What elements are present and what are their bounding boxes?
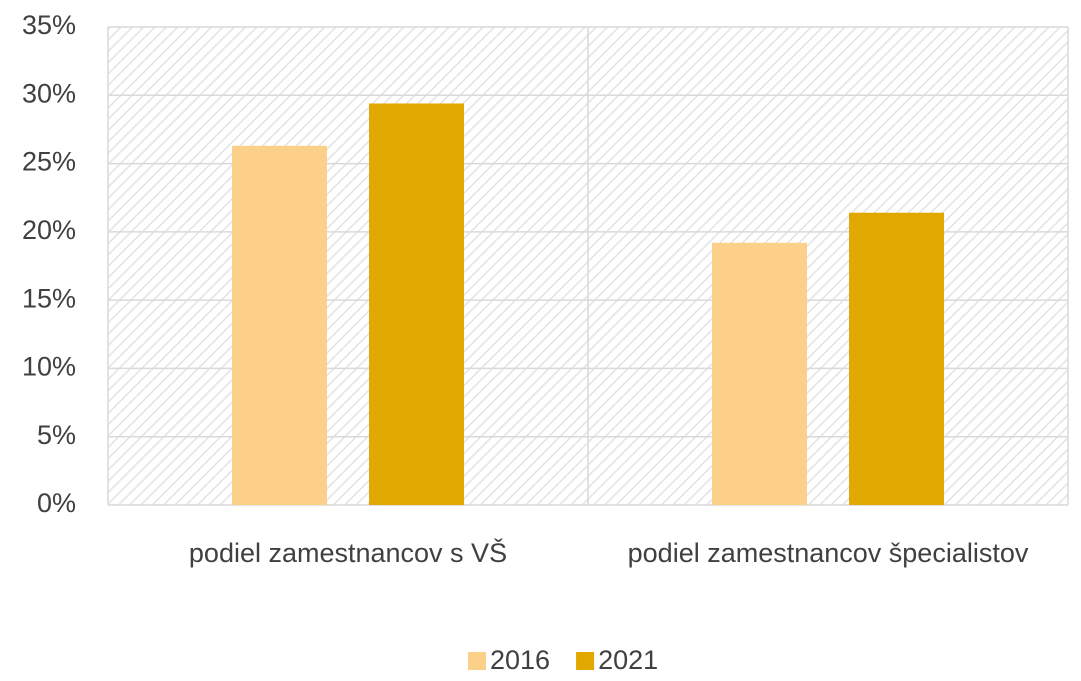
legend-label: 2021 [598,645,658,675]
bar [712,242,807,506]
y-tick-label: 10% [22,352,76,382]
x-tick-label: podiel zamestnancov špecialistov [628,538,1029,568]
y-tick-label: 0% [37,488,76,518]
y-tick-label: 20% [22,215,76,245]
legend-label: 2016 [490,645,550,675]
y-tick-label: 25% [22,147,76,177]
x-tick-label: podiel zamestnancov s VŠ [189,537,507,568]
legend-swatch [576,652,595,670]
y-tick-label: 15% [22,283,76,313]
y-tick-label: 35% [22,10,76,40]
y-tick-label: 5% [37,420,76,450]
bar [232,145,327,505]
bar [369,103,464,505]
legend-swatch [468,652,486,670]
bar [849,212,944,506]
y-tick-label: 30% [22,78,76,108]
